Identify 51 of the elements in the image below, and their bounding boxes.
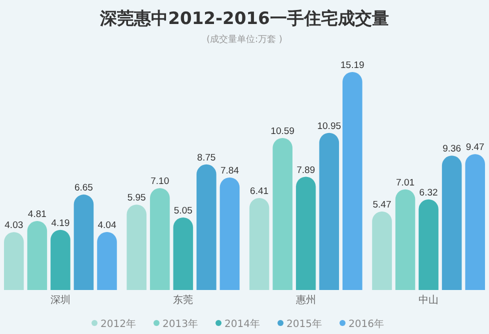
x-tick-label: 中山 bbox=[418, 294, 439, 306]
bar bbox=[319, 132, 340, 290]
bar bbox=[442, 156, 462, 290]
bar bbox=[50, 230, 70, 290]
bar bbox=[4, 232, 24, 290]
bar bbox=[372, 212, 392, 290]
bar bbox=[196, 164, 216, 290]
data-label: 10.59 bbox=[270, 126, 294, 138]
bar bbox=[126, 204, 146, 290]
x-tick-label: 惠州 bbox=[294, 294, 316, 306]
data-label: 4.81 bbox=[28, 208, 46, 220]
data-label: 8.75 bbox=[197, 152, 216, 164]
bar bbox=[272, 138, 292, 290]
legend-label: 2014年 bbox=[224, 318, 260, 330]
data-label: 5.05 bbox=[174, 206, 192, 217]
data-label: 4.03 bbox=[4, 220, 24, 232]
data-label: 15.19 bbox=[340, 60, 364, 71]
x-tick-label: 深圳 bbox=[50, 294, 70, 306]
data-label: 6.65 bbox=[74, 182, 93, 194]
bar bbox=[220, 178, 240, 290]
x-tick-label: 东莞 bbox=[173, 294, 194, 306]
data-label: 9.36 bbox=[442, 144, 462, 155]
bar bbox=[465, 154, 485, 290]
data-label: 6.32 bbox=[419, 187, 438, 198]
chart-title: 深莞惠中2012-2016一手住宅成交量 bbox=[99, 9, 389, 29]
bar bbox=[342, 72, 362, 290]
bar bbox=[27, 220, 48, 290]
bar bbox=[173, 218, 194, 290]
bar bbox=[296, 176, 316, 290]
legend-label: 2015年 bbox=[286, 318, 322, 330]
data-label: 4.19 bbox=[51, 218, 70, 229]
data-label: 10.95 bbox=[317, 120, 342, 132]
bar bbox=[150, 188, 170, 290]
bar bbox=[249, 198, 270, 290]
bar bbox=[74, 194, 94, 290]
data-label: 7.89 bbox=[296, 164, 316, 176]
data-label: 7.01 bbox=[396, 177, 415, 188]
bar bbox=[97, 232, 117, 290]
data-label: 5.47 bbox=[372, 199, 392, 210]
legend-label: 2013年 bbox=[162, 318, 198, 330]
data-label: 7.84 bbox=[220, 165, 239, 176]
data-label: 7.10 bbox=[150, 176, 170, 188]
bar bbox=[395, 189, 416, 290]
bar bbox=[418, 199, 438, 290]
data-label: 6.41 bbox=[250, 186, 269, 198]
legend-label: 2012年 bbox=[100, 318, 136, 330]
chart-subtitle: (成交量单位:万套 ) bbox=[206, 34, 282, 45]
data-label: 5.95 bbox=[127, 192, 146, 204]
data-label: 9.47 bbox=[466, 142, 484, 154]
data-label: 4.04 bbox=[98, 220, 116, 232]
legend-label: 2016年 bbox=[348, 318, 384, 330]
